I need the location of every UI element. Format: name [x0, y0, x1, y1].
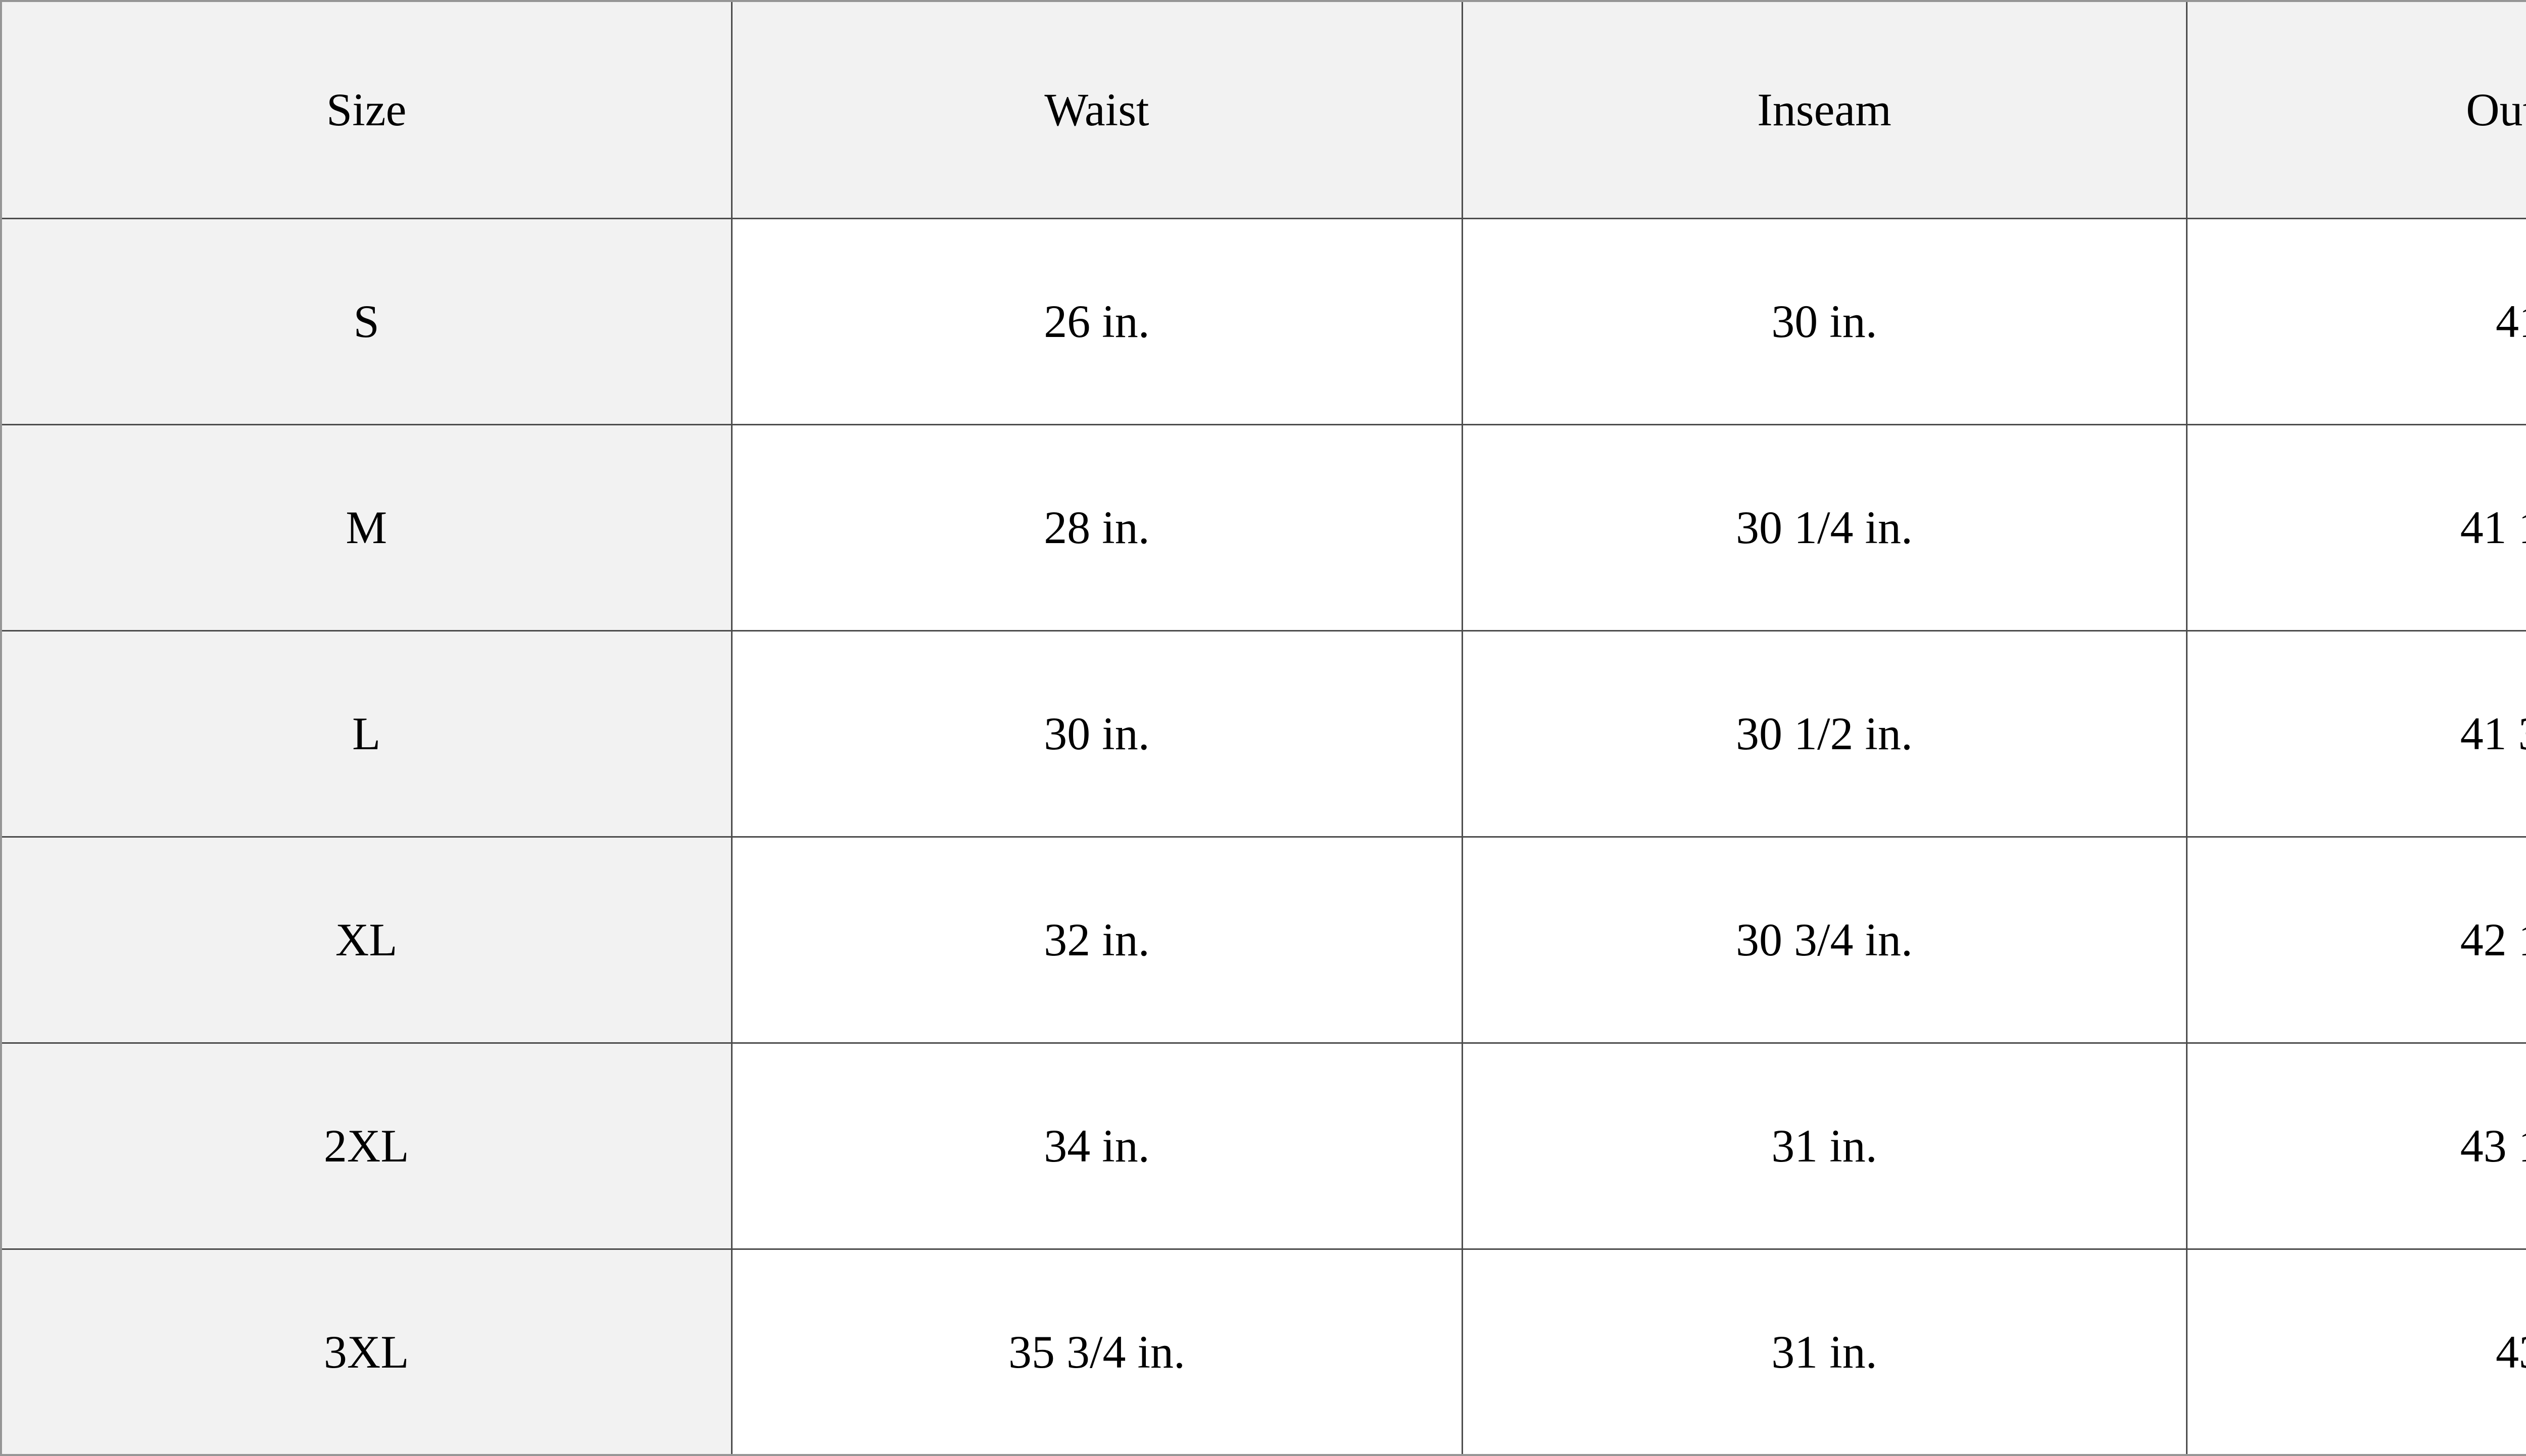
row-header-size: 3XL [0, 1248, 733, 1456]
cell-waist-value: 30 in. [731, 629, 1463, 838]
cell-inseam-value: 30 1/4 in. [1461, 423, 2188, 632]
table-row-m: M 28 in. 30 1/4 in. 41 1/4 in. [0, 423, 2526, 632]
cell-outseam-value: 41 in. [2185, 217, 2526, 425]
row-header-size: M [0, 423, 733, 632]
cell-inseam-value: 31 in. [1461, 1248, 2188, 1456]
cell-waist-value: 28 in. [731, 423, 1463, 632]
row-header-size: 2XL [0, 1042, 733, 1250]
cell-inseam-value: 30 in. [1461, 217, 2188, 425]
header-row: Size Waist Inseam Outseam [0, 0, 2526, 219]
cell-waist-value: 34 in. [731, 1042, 1463, 1250]
column-header-waist: Waist [731, 0, 1463, 219]
table-row-l: L 30 in. 30 1/2 in. 41 3/4 in. [0, 629, 2526, 838]
cell-waist-value: 32 in. [731, 836, 1463, 1044]
size-chart-header: Size Waist Inseam Outseam [0, 0, 2526, 219]
cell-inseam-value: 30 1/2 in. [1461, 629, 2188, 838]
cell-outseam-value: 43 1/2 in. [2185, 1042, 2526, 1250]
table-row-xl: XL 32 in. 30 3/4 in. 42 1/4 in. [0, 836, 2526, 1044]
cell-outseam-value: 43 in. [2185, 1248, 2526, 1456]
row-header-size: S [0, 217, 733, 425]
cell-inseam-value: 31 in. [1461, 1042, 2188, 1250]
row-header-size: XL [0, 836, 733, 1044]
cell-outseam-value: 42 1/4 in. [2185, 836, 2526, 1044]
column-header-inseam: Inseam [1461, 0, 2188, 219]
column-header-outseam: Outseam [2185, 0, 2526, 219]
size-chart-body: S 26 in. 30 in. 41 in. M 28 in. 30 1/4 i… [0, 217, 2526, 1456]
cell-waist-value: 26 in. [731, 217, 1463, 425]
column-header-size: Size [0, 0, 733, 219]
cell-outseam-value: 41 1/4 in. [2185, 423, 2526, 632]
table-row-s: S 26 in. 30 in. 41 in. [0, 217, 2526, 425]
table-row-2xl: 2XL 34 in. 31 in. 43 1/2 in. [0, 1042, 2526, 1250]
cell-outseam-value: 41 3/4 in. [2185, 629, 2526, 838]
cell-waist-value: 35 3/4 in. [731, 1248, 1463, 1456]
cell-inseam-value: 30 3/4 in. [1461, 836, 2188, 1044]
table-row-3xl: 3XL 35 3/4 in. 31 in. 43 in. [0, 1248, 2526, 1456]
row-header-size: L [0, 629, 733, 838]
